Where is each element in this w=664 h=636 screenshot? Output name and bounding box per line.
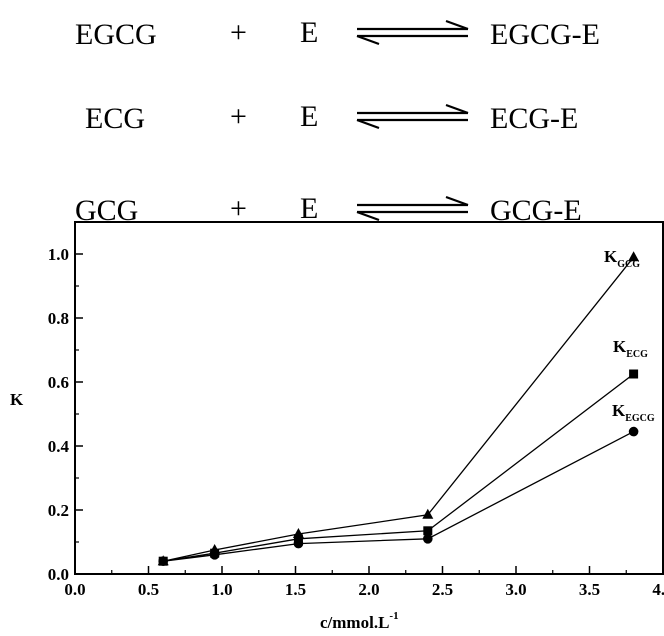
- x-axis-label-main: c/mmol.L: [320, 613, 389, 632]
- reaction-0: EGCG + E EGCG-E: [75, 16, 600, 51]
- series-label-sub: GCG: [617, 259, 640, 270]
- plus-sign: +: [230, 16, 247, 49]
- series-label-main: K: [604, 247, 618, 266]
- x-tick-label: 3.0: [505, 580, 526, 599]
- series-label-sub: ECG: [626, 349, 648, 360]
- plus-sign: +: [230, 100, 247, 133]
- product-label: ECG-E: [490, 102, 578, 135]
- x-tick-label: 1.5: [285, 580, 306, 599]
- enzyme-label: E: [300, 192, 318, 225]
- data-point-circle: [293, 538, 304, 549]
- series-line: [163, 256, 635, 562]
- plus-sign: +: [230, 192, 247, 225]
- data-point-circle: [628, 426, 639, 437]
- x-tick-label: 0.5: [138, 580, 159, 599]
- data-point-square: [423, 526, 433, 536]
- reaction-2: GCG + E GCG-E: [75, 192, 582, 227]
- series-label: KEGCG: [612, 401, 655, 424]
- product-label: EGCG-E: [490, 18, 600, 51]
- x-axis-label-sup: -1: [389, 610, 398, 622]
- y-tick-label: 0.2: [48, 501, 69, 520]
- series-gcg: KGCG: [157, 247, 640, 566]
- reactant-label: ECG: [85, 102, 145, 135]
- y-tick-label: 0.4: [48, 437, 70, 456]
- series-label: KECG: [613, 337, 648, 360]
- series-ecg: KECG: [158, 337, 648, 566]
- x-tick-label: 0.0: [64, 580, 85, 599]
- y-tick-label: 0.8: [48, 309, 69, 328]
- data-point-square: [629, 369, 639, 379]
- enzyme-label: E: [300, 100, 318, 133]
- reaction-1: ECG + E ECG-E: [85, 100, 578, 135]
- equilibrium-arrow-icon: [356, 103, 469, 130]
- enzyme-label: E: [300, 16, 318, 49]
- y-axis-label: K: [10, 390, 24, 409]
- equilibrium-arrow-icon: [356, 19, 469, 46]
- y-tick-label: 0.0: [48, 565, 69, 584]
- y-tick-label: 0.6: [48, 373, 69, 392]
- x-tick-label: 3.5: [579, 580, 600, 599]
- x-tick-label: 4.0: [652, 580, 664, 599]
- data-point-circle: [209, 550, 220, 560]
- x-tick-label: 2.5: [432, 580, 453, 599]
- y-tick-label: 1.0: [48, 245, 69, 264]
- data-point-circle: [158, 556, 168, 566]
- series-label-main: K: [613, 337, 627, 356]
- x-tick-label: 1.0: [211, 580, 232, 599]
- equilibrium-arrow-icon: [356, 195, 469, 222]
- series-label-main: K: [612, 401, 626, 420]
- series-line: [163, 373, 634, 562]
- x-tick-label: 2.0: [358, 580, 379, 599]
- data-point-circle: [423, 534, 433, 544]
- series-line: [163, 431, 634, 562]
- data-point-triangle: [628, 251, 640, 262]
- series-egcg: KEGCG: [158, 401, 655, 566]
- plot-frame: [74, 221, 664, 575]
- series-label-sub: EGCG: [625, 413, 655, 424]
- series-label: KGCG: [604, 247, 640, 270]
- reactant-label: EGCG: [75, 18, 157, 51]
- k-vs-concentration-chart: 0.0 0.5 1.0 1.5 2.0 2.5 3.0 3.5 4.0 0.0 0.2 0.4 0.6 0…: [10, 221, 664, 632]
- x-axis-label: c/mmol.L-1: [320, 610, 399, 632]
- data-point-triangle: [422, 508, 434, 519]
